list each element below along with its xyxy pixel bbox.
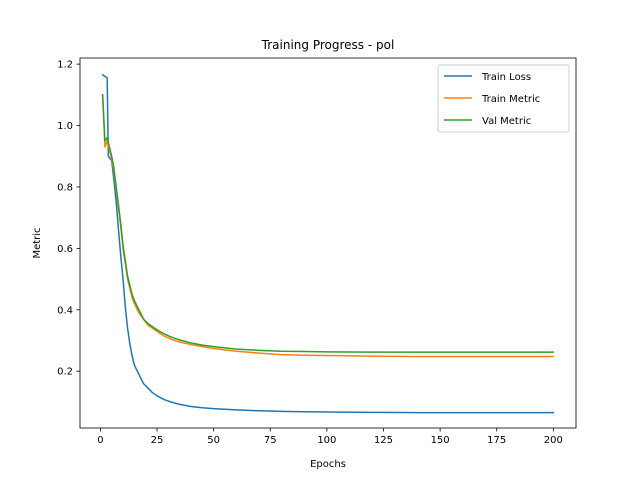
y-tick-label: 1.2 xyxy=(57,60,73,71)
legend-entry-label: Val Metric xyxy=(482,116,531,127)
y-tick-label: 0.4 xyxy=(57,305,73,316)
x-tick-label: 125 xyxy=(374,435,393,446)
x-tick-label: 100 xyxy=(317,435,336,446)
x-axis-ticks: 0 25 50 75 100 125 150 175 200 xyxy=(97,428,563,446)
legend-entry-label: Train Loss xyxy=(481,72,531,83)
series-line-val-metric xyxy=(101,94,555,353)
plot-frame xyxy=(79,57,577,429)
plot-area xyxy=(101,73,555,414)
y-tick-label: 0.8 xyxy=(57,182,73,193)
x-tick-label: 75 xyxy=(264,435,277,446)
y-tick-label: 0.6 xyxy=(57,244,73,255)
y-tick-label: 0.2 xyxy=(57,367,73,378)
x-tick-label: 50 xyxy=(207,435,220,446)
x-tick-label: 200 xyxy=(544,435,563,446)
x-axis-label: Epochs xyxy=(310,459,346,470)
chart-title: Training Progress - pol xyxy=(261,38,395,52)
legend-box xyxy=(437,64,570,133)
series-lines xyxy=(101,73,555,414)
x-tick-label: 25 xyxy=(151,435,164,446)
y-axis-label: Metric xyxy=(32,227,43,258)
legend: Train Loss Train Metric Val Metric xyxy=(437,64,570,133)
series-line-train-loss xyxy=(101,73,555,414)
x-tick-label: 0 xyxy=(97,435,103,446)
x-tick-label: 175 xyxy=(487,435,506,446)
x-tick-label: 150 xyxy=(431,435,450,446)
legend-entry-label: Train Metric xyxy=(481,94,540,105)
y-axis-ticks: 0.2 0.4 0.6 0.8 1.0 1.2 xyxy=(57,60,80,378)
y-tick-label: 1.0 xyxy=(57,121,73,132)
